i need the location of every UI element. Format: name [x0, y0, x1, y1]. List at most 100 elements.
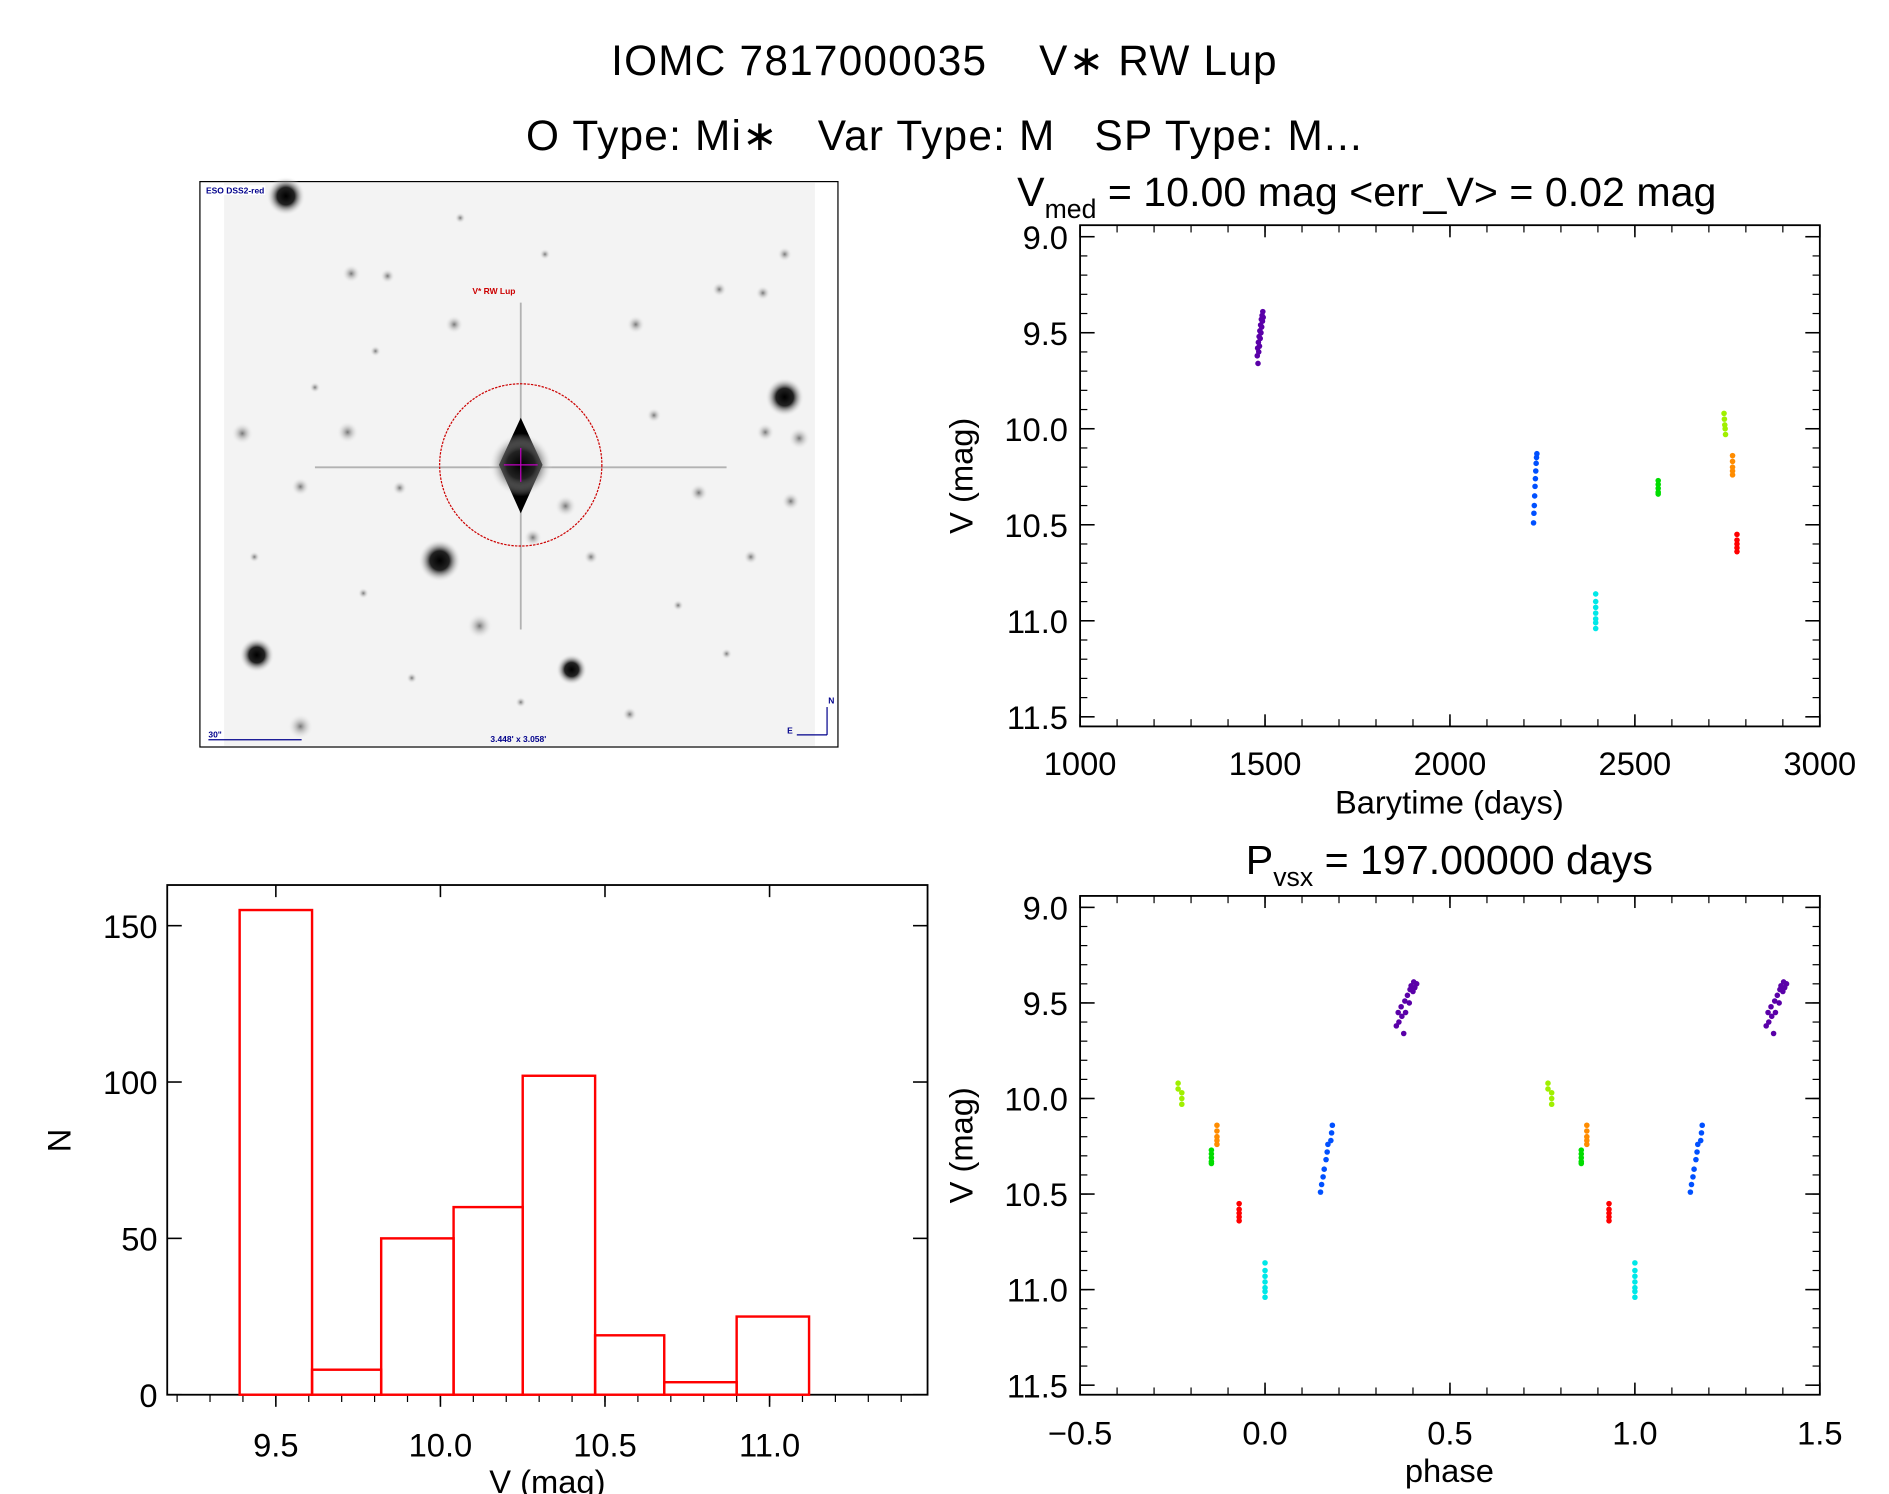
y-tick-label: 11.0 [1007, 1272, 1068, 1309]
data-point [1734, 545, 1740, 551]
x-tick-label: 3000 [1783, 745, 1856, 782]
data-point [1532, 483, 1538, 490]
data-point [1236, 1206, 1242, 1213]
data-point [1655, 481, 1661, 488]
magnitude-histogram: V (mag) N 9.5 10.0 10.5 11.0 0 50 100 150 [40, 884, 929, 1494]
data-point [1632, 1260, 1638, 1266]
x-tick-label: −0.5 [1048, 1414, 1113, 1451]
data-point [1328, 1137, 1334, 1144]
light-curve-ylabel: V (mag) [942, 418, 979, 534]
data-point [1324, 1149, 1330, 1155]
data-point [1771, 998, 1778, 1004]
data-point [1262, 1284, 1268, 1291]
data-point [1236, 1200, 1242, 1207]
phase-plot-xlabel: phase [1405, 1452, 1494, 1489]
data-point [1584, 1122, 1590, 1129]
data-point [1321, 1166, 1327, 1172]
star [418, 539, 461, 582]
x-tick-label: 1.0 [1612, 1414, 1657, 1451]
data-point [1632, 1284, 1638, 1291]
data-point [1260, 314, 1266, 321]
data-point [1533, 460, 1539, 467]
svg-text:E: E [787, 726, 793, 736]
data-point [1606, 1206, 1612, 1213]
light-curve-plot: Vmed = 10.00 mag <err_V> = 0.02 mag Bary… [942, 169, 1856, 821]
data-point [1774, 992, 1781, 999]
star [342, 264, 361, 283]
data-point [1320, 1174, 1326, 1180]
data-point [1632, 1294, 1638, 1301]
star [539, 248, 551, 260]
star [622, 707, 637, 722]
star [248, 551, 260, 563]
data-point [1734, 537, 1740, 543]
y-tick-label: 9.5 [1023, 315, 1068, 352]
data-point [1328, 1130, 1335, 1136]
x-tick-label: 1500 [1229, 745, 1302, 782]
data-point [1698, 1130, 1705, 1136]
data-point [1697, 1137, 1704, 1144]
histogram-bar [379, 1237, 455, 1396]
data-point [1255, 360, 1261, 367]
fov-label: 3.448' x 3.058' [490, 734, 546, 744]
x-tick-label: 2000 [1414, 745, 1487, 782]
data-point [1262, 1260, 1268, 1266]
data-point [1734, 548, 1740, 555]
data-point [1765, 1009, 1771, 1016]
data-point [1694, 1141, 1701, 1148]
y-tick-label: 150 [103, 908, 158, 945]
data-point [1699, 1122, 1706, 1129]
data-point [1578, 1154, 1585, 1161]
data-point [1325, 1141, 1331, 1148]
data-point [1578, 1147, 1585, 1153]
data-point [1531, 502, 1538, 509]
y-tick-label: 100 [103, 1064, 158, 1101]
star [646, 408, 662, 423]
data-point [1584, 1128, 1590, 1134]
data-point [1402, 1009, 1409, 1016]
star [556, 654, 588, 686]
main-title: IOMC 7817000035 V∗ RW Lup [611, 37, 1278, 84]
data-point [1208, 1151, 1215, 1157]
y-tick-label: 10.5 [1004, 1176, 1068, 1213]
data-point [1592, 625, 1599, 632]
histogram-bar [521, 1074, 597, 1396]
data-point [1208, 1160, 1215, 1167]
x-tick-label: 2500 [1599, 745, 1672, 782]
histogram-bar [452, 1205, 524, 1396]
data-point [1584, 1141, 1590, 1148]
data-point [1632, 1288, 1638, 1295]
data-point [1395, 1009, 1401, 1016]
data-point [1214, 1137, 1220, 1144]
data-point [1655, 485, 1661, 492]
light-curve-xlabel: Barytime (days) [1335, 784, 1564, 821]
compass-icon: N E [787, 695, 834, 735]
data-point [1179, 1101, 1185, 1108]
data-point [1399, 1013, 1405, 1020]
data-point [1768, 1003, 1774, 1010]
data-point [1179, 1095, 1185, 1102]
data-point [1406, 1000, 1413, 1006]
data-point [1770, 1030, 1777, 1037]
star [309, 381, 321, 393]
star [336, 421, 359, 444]
data-point [1532, 475, 1539, 482]
data-point [1606, 1218, 1612, 1224]
data-point [1175, 1080, 1181, 1086]
star [672, 599, 684, 611]
data-point [1655, 477, 1661, 484]
star [239, 637, 275, 673]
star [712, 282, 727, 297]
histogram-bar [238, 908, 314, 1396]
data-point [1592, 610, 1599, 616]
data-point [1258, 324, 1265, 330]
data-point [1729, 468, 1736, 474]
data-point [1721, 416, 1728, 422]
object-types-subtitle: O Type: Mi∗ Var Type: M SP Type: M... [526, 112, 1363, 159]
data-point [1584, 1137, 1590, 1144]
data-point [1179, 1089, 1185, 1096]
star [291, 477, 310, 496]
data-point [1214, 1133, 1220, 1140]
data-point [1729, 472, 1736, 478]
